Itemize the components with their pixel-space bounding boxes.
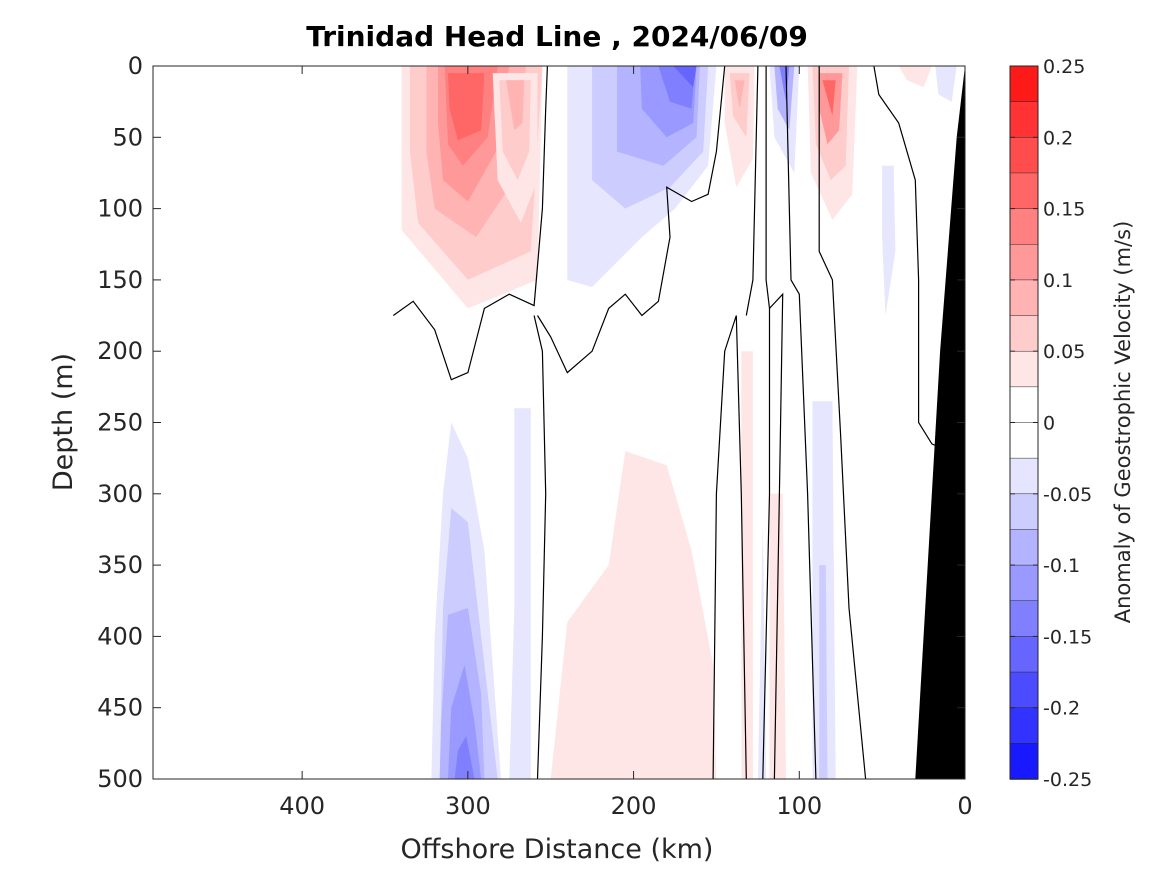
contour-fill-region-39 [819, 565, 828, 779]
y-tick-label-150: 150 [97, 266, 143, 294]
colorbar-ticks: 0.25 0.2 0.15 0.1 0.05 0 -0.05 -0.1 -0.15 -0.2 -0.… [1010, 56, 1092, 791]
zero-contour-line-2 [536, 66, 726, 374]
colorbar-tick-label-5: 0 [1043, 413, 1055, 435]
y-tick-label-300: 300 [97, 480, 143, 508]
colorbar-tick-label-8: -0.15 [1043, 626, 1092, 648]
contour-fill-region-20 [779, 66, 790, 102]
contour-fill-region-26 [935, 66, 957, 102]
y-tick-label-400: 400 [97, 622, 143, 650]
colorbar: 0.25 0.2 0.15 0.1 0.05 0 -0.05 -0.1 -0.15 -0.2 -0.… [1009, 56, 1092, 791]
bathymetry-shape [915, 66, 965, 779]
colorbar-swatch-13 [1009, 529, 1039, 566]
contour-fill-region-33 [509, 408, 531, 779]
colorbar-swatch-3 [1009, 172, 1039, 210]
contour-fill-region-14 [673, 66, 697, 88]
y-tick-label-500: 500 [97, 765, 143, 793]
zero-contour-line-3 [712, 315, 747, 779]
colorbar-tick-label-4: 0.05 [1043, 341, 1085, 363]
y-tick-label-450: 450 [97, 694, 143, 722]
zero-contour-line-8 [818, 66, 867, 779]
zero-contour-layer [392, 66, 949, 779]
colorbar-swatch-19 [1009, 743, 1039, 780]
colorbar-swatch-16 [1009, 636, 1039, 673]
zero-contour-line-6 [769, 292, 784, 779]
x-tick-label-100: 100 [776, 792, 822, 820]
colorbar-swatch-14 [1009, 564, 1039, 602]
colorbar-swatch-4 [1009, 208, 1039, 246]
colorbar-tick-label-0: 0.25 [1043, 56, 1085, 78]
contour-fill-region-24 [822, 80, 836, 116]
contour-fill-region-36 [769, 493, 786, 779]
colorbar-tick-label-7: -0.1 [1043, 555, 1080, 577]
contour-fill-region-34 [550, 451, 717, 779]
contour-fill-region-8 [506, 80, 525, 131]
y-tick-label-50: 50 [112, 123, 143, 151]
contour-fill-layer [401, 66, 957, 779]
x-tick-label-400: 400 [279, 792, 325, 820]
x-tick-label-200: 200 [611, 792, 657, 820]
x-tick-label-0: 0 [957, 792, 972, 820]
zero-contour-line-9 [873, 66, 949, 452]
colorbar-swatch-7 [1009, 315, 1039, 352]
colorbar-tick-label-9: -0.2 [1043, 698, 1080, 720]
y-axis-label: Depth (m) [48, 353, 79, 491]
colorbar-tick-label-10: -0.25 [1043, 769, 1092, 791]
colorbar-swatch-11 [1009, 457, 1039, 495]
colorbar-swatch-1 [1009, 101, 1039, 139]
zero-contour-line-4 [745, 66, 759, 316]
contour-fill-region-19 [774, 66, 795, 131]
colorbar-tick-label-2: 0.15 [1043, 199, 1085, 221]
colorbar-swatch-2 [1009, 137, 1039, 174]
colorbar-swatch-9 [1009, 386, 1039, 424]
plot-area [152, 65, 966, 780]
colorbar-swatch-10 [1009, 422, 1039, 459]
x-axis-label: Offshore Distance (km) [401, 834, 714, 865]
contour-fill-region-17 [734, 80, 745, 109]
y-tick-label-0: 0 [128, 52, 143, 80]
zero-contour-line-1 [533, 315, 547, 779]
y-tick-label-250: 250 [97, 409, 143, 437]
contour-fill-region-25 [898, 66, 932, 88]
y-tick-label-100: 100 [97, 195, 143, 223]
contour-fill-region-32 [454, 736, 475, 779]
colorbar-tick-label-6: -0.05 [1043, 484, 1092, 506]
colorbar-swatch-17 [1009, 671, 1039, 709]
colorbar-tick-label-1: 0.2 [1043, 127, 1073, 149]
contour-fill-region-5 [448, 73, 485, 141]
colorbar-tick-label-3: 0.1 [1043, 270, 1073, 292]
x-tick-label-300: 300 [445, 792, 491, 820]
colorbar-label: Anomaly of Geostrophic Velocity (m/s) [1111, 221, 1135, 624]
colorbar-swatches [1009, 65, 1039, 780]
colorbar-swatch-6 [1009, 279, 1039, 317]
colorbar-swatch-18 [1009, 707, 1039, 745]
chart-title: Trinidad Head Line , 2024/06/09 [306, 20, 808, 53]
zero-contour-line-0 [392, 66, 548, 381]
colorbar-swatch-8 [1009, 350, 1039, 388]
contour-fill-region-27 [882, 165, 896, 316]
colorbar-swatch-0 [1009, 65, 1039, 103]
zero-contour-line-7 [785, 66, 817, 779]
y-axis: 0 50 100 150 200 250 300 350 400 450 500 [97, 52, 965, 793]
contour-fill-region-31 [448, 664, 482, 779]
bathymetry-layer [915, 66, 965, 779]
x-axis: 400 300 200 100 0 [279, 66, 973, 820]
y-tick-label-350: 350 [97, 551, 143, 579]
colorbar-swatch-5 [1009, 244, 1039, 281]
colorbar-swatch-15 [1009, 600, 1039, 638]
colorbar-swatch-12 [1009, 493, 1039, 531]
y-tick-label-200: 200 [97, 337, 143, 365]
